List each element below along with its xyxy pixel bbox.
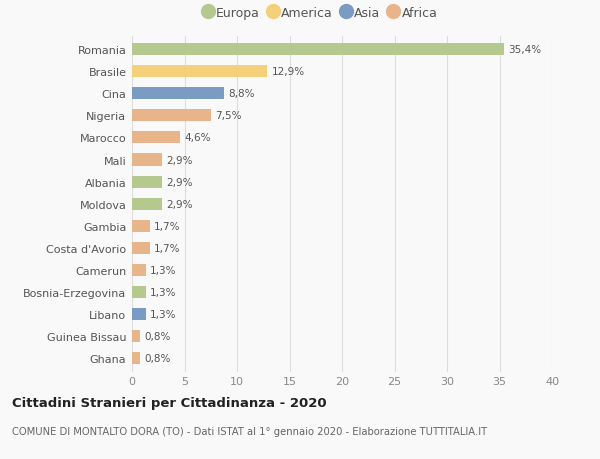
Text: 35,4%: 35,4% [508,45,541,55]
Bar [132,88,224,100]
Bar [132,110,211,122]
Text: 0,8%: 0,8% [145,331,171,341]
Text: Cittadini Stranieri per Cittadinanza - 2020: Cittadini Stranieri per Cittadinanza - 2… [12,396,326,409]
Bar [132,132,181,144]
Text: 0,8%: 0,8% [145,353,171,364]
Bar [132,176,163,188]
Text: COMUNE DI MONTALTO DORA (TO) - Dati ISTAT al 1° gennaio 2020 - Elaborazione TUTT: COMUNE DI MONTALTO DORA (TO) - Dati ISTA… [12,426,487,436]
Text: 1,3%: 1,3% [150,287,176,297]
Text: 8,8%: 8,8% [229,89,255,99]
Bar [132,286,146,298]
Bar [132,353,140,364]
Bar [132,264,146,276]
Bar [132,330,140,342]
Text: 2,9%: 2,9% [167,199,193,209]
Text: 7,5%: 7,5% [215,111,241,121]
Bar [132,66,268,78]
Bar [132,242,150,254]
Text: 4,6%: 4,6% [185,133,211,143]
Text: 1,7%: 1,7% [154,221,181,231]
Text: 2,9%: 2,9% [167,155,193,165]
Bar [132,220,150,232]
Bar [132,44,504,56]
Text: 2,9%: 2,9% [167,177,193,187]
Text: 12,9%: 12,9% [272,67,305,77]
Bar [132,154,163,166]
Text: 1,3%: 1,3% [150,265,176,275]
Bar [132,308,146,320]
Legend: Europa, America, Asia, Africa: Europa, America, Asia, Africa [201,3,441,23]
Text: 1,7%: 1,7% [154,243,181,253]
Text: 1,3%: 1,3% [150,309,176,319]
Bar [132,198,163,210]
